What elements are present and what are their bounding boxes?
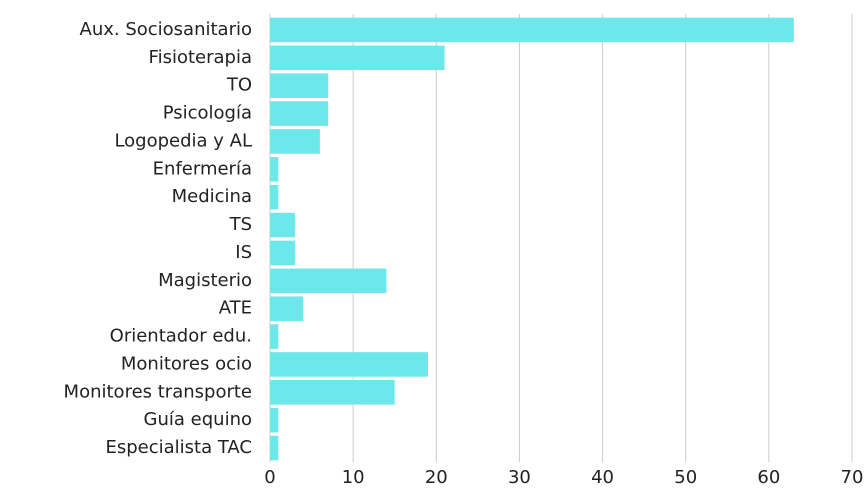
x-tick-label: 10	[342, 467, 365, 488]
y-tick-label: Magisterio	[158, 270, 252, 291]
x-tick-label: 50	[674, 467, 697, 488]
bar	[270, 73, 329, 98]
y-tick-label: Orientador edu.	[110, 326, 252, 347]
bar	[270, 352, 428, 377]
x-tick-label: 30	[508, 467, 531, 488]
y-tick-label: Logopedia y AL	[114, 130, 252, 151]
bar	[270, 212, 295, 238]
bar	[270, 45, 445, 71]
y-tick-label: Medicina	[172, 186, 252, 207]
x-tick-label: 0	[264, 467, 275, 488]
y-tick-label: Monitores transporte	[64, 381, 252, 402]
y-tick-label: Guía equino	[144, 409, 252, 430]
y-tick-label: TO	[226, 75, 252, 96]
x-tick-label: 20	[425, 467, 448, 488]
bar	[270, 101, 329, 126]
bar	[270, 17, 794, 43]
y-tick-label: Monitores ocio	[121, 353, 252, 374]
bar	[270, 324, 279, 349]
y-tick-label: IS	[235, 242, 252, 263]
bar	[270, 407, 279, 433]
bar	[270, 435, 279, 461]
y-tick-label: Fisioterapia	[149, 47, 252, 68]
x-tick-label: 70	[841, 467, 864, 488]
bar	[270, 184, 279, 210]
y-tick-label: Enfermería	[153, 158, 252, 179]
bar	[270, 157, 279, 182]
bar	[270, 240, 295, 266]
bar	[270, 268, 387, 294]
y-tick-label: Psicología	[163, 103, 252, 124]
x-tick-label: 60	[757, 467, 780, 488]
y-tick-label: ATE	[219, 298, 252, 319]
bar	[270, 129, 320, 154]
y-tick-label: Especialista TAC	[105, 437, 252, 458]
y-tick-label: Aux. Sociosanitario	[80, 19, 253, 40]
x-tick-label: 40	[591, 467, 614, 488]
bar	[270, 296, 304, 321]
bar	[270, 380, 395, 405]
y-tick-label: TS	[229, 214, 252, 235]
